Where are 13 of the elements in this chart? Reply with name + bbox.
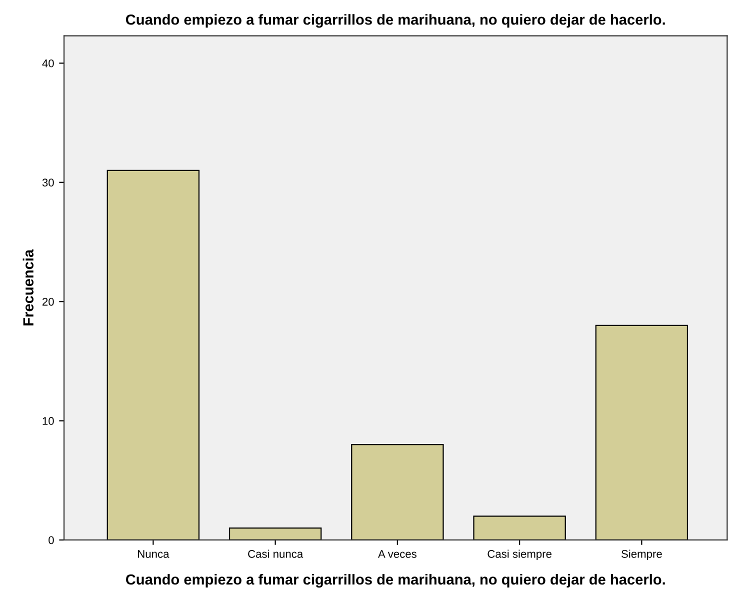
x-tick-label: Siempre [622,550,662,560]
x-tick-label: A veces [378,550,416,558]
y-tick-label: 0 [48,536,54,544]
y-tick-label: 20 [42,298,54,306]
x-tick-label: Casi siempre [488,550,552,560]
x-axis-title: Cuando empiezo a fumar cigarrillos de marihuana, no quiero dejar de hacerlo. [126,574,665,588]
x-tick-label: Nunca [138,550,170,558]
chart-title: Cuando empiezo a fumar cigarrillos de marihuana, no quiero dejar de hacerlo. [126,14,665,28]
y-tick-label: 10 [42,417,54,425]
x-tick-label: Casi nunca [248,550,304,558]
y-axis-title: Frecuencia [22,249,34,326]
y-tick-label: 30 [42,178,54,187]
y-tick-label: 40 [42,59,54,68]
